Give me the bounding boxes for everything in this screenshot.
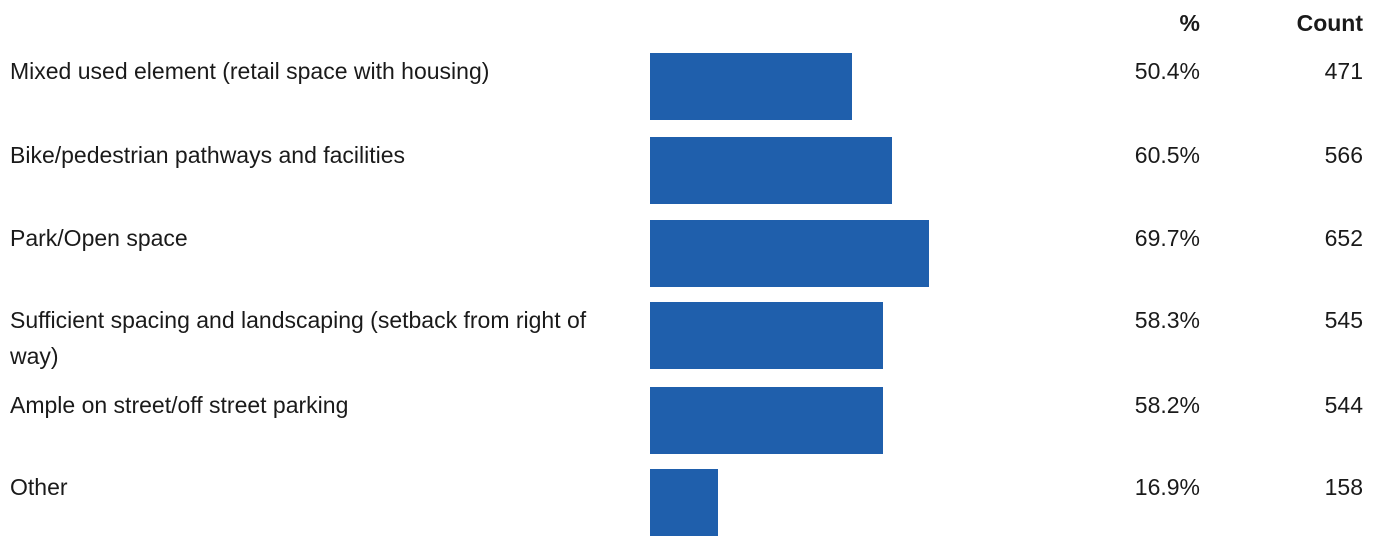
percent-value: 60.5% bbox=[1134, 142, 1200, 168]
category-label: Ample on street/off street parking bbox=[10, 392, 349, 418]
percent-value: 16.9% bbox=[1134, 474, 1200, 500]
chart-row: Ample on street/off street parking 58.2% 5… bbox=[0, 387, 1375, 457]
count-value: 544 bbox=[1324, 392, 1363, 418]
percent-value: 58.3% bbox=[1134, 307, 1200, 333]
bar bbox=[650, 137, 892, 204]
count-value: 652 bbox=[1324, 225, 1363, 251]
bar bbox=[650, 220, 929, 287]
percent-column-header: % bbox=[1179, 10, 1200, 36]
category-label: Sufficient spacing and landscaping (setb… bbox=[10, 307, 587, 369]
chart-row: Sufficient spacing and landscaping (setb… bbox=[0, 302, 1375, 372]
bar bbox=[650, 387, 883, 454]
chart-row: Bike/pedestrian pathways and facilities 6… bbox=[0, 137, 1375, 207]
percent-value: 50.4% bbox=[1134, 58, 1200, 84]
count-value: 566 bbox=[1324, 142, 1363, 168]
bar bbox=[650, 302, 884, 369]
chart-row: Park/Open space 69.7% 652 bbox=[0, 220, 1375, 290]
percent-value: 58.2% bbox=[1134, 392, 1200, 418]
category-label: Bike/pedestrian pathways and facilities bbox=[10, 142, 406, 168]
category-label: Mixed used element (retail space with ho… bbox=[10, 58, 490, 84]
count-value: 471 bbox=[1324, 58, 1363, 84]
bar bbox=[650, 469, 718, 536]
bar bbox=[650, 53, 852, 120]
count-column-header: Count bbox=[1296, 10, 1363, 36]
category-label: Other bbox=[10, 474, 68, 500]
count-value: 158 bbox=[1324, 474, 1363, 500]
category-label: Park/Open space bbox=[10, 225, 188, 251]
chart-row: Other 16.9% 158 bbox=[0, 469, 1375, 539]
percent-value: 69.7% bbox=[1134, 225, 1200, 251]
chart-row: Mixed used element (retail space with ho… bbox=[0, 53, 1375, 123]
count-value: 545 bbox=[1324, 307, 1363, 333]
